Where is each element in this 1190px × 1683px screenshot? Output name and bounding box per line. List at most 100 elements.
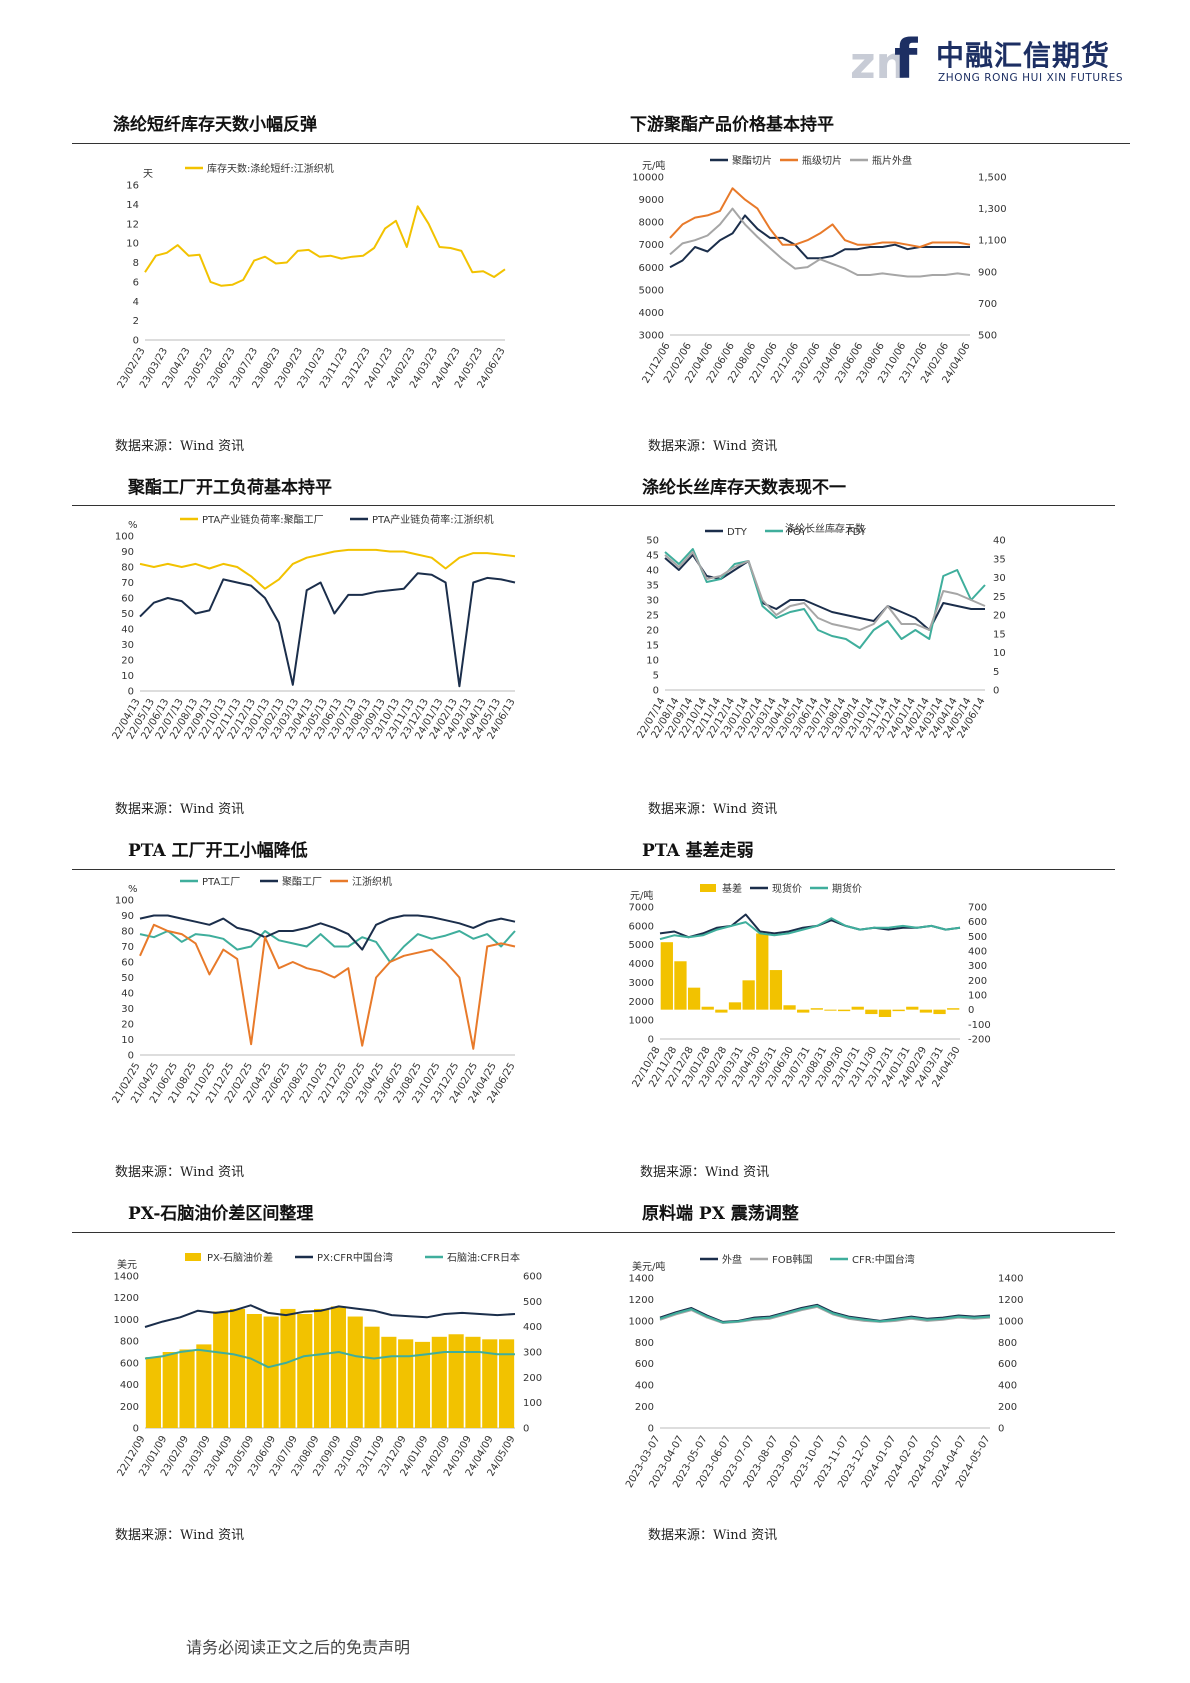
y-tick-label: 0 — [128, 687, 134, 698]
y-tick-label: 40 — [121, 989, 134, 1000]
y-tick-label: 200 — [120, 1402, 139, 1413]
y-tick-label: 0 — [128, 1051, 134, 1062]
bar-mark — [701, 1006, 714, 1010]
y-tick-label: 45 — [646, 551, 659, 562]
y2-tick-label: 100 — [523, 1398, 542, 1409]
section-title-6: PTA 基差走弱 — [642, 841, 754, 861]
y2-tick-label: 400 — [523, 1322, 542, 1333]
y-tick-label: 10000 — [632, 173, 664, 184]
y-tick-label: 400 — [635, 1381, 654, 1392]
bar-mark — [810, 1008, 823, 1010]
legend-label: 瓶片外盘 — [872, 154, 912, 167]
y2-tick-label: 1,100 — [978, 236, 1007, 247]
y-tick-label: 100 — [115, 896, 134, 907]
data-source: 数据来源：Wind 资讯 — [640, 1165, 770, 1180]
series-line — [144, 205, 506, 287]
y-tick-label: 1400 — [629, 1274, 654, 1285]
data-source: 数据来源：Wind 资讯 — [115, 802, 245, 817]
legend-label: PTA工厂 — [202, 877, 240, 888]
y2-tick-label: 200 — [998, 1402, 1017, 1413]
y2-tick-label: 25 — [993, 592, 1006, 603]
y-tick-label: 12 — [126, 219, 139, 230]
data-source: 数据来源：Wind 资讯 — [115, 439, 245, 454]
data-source: 数据来源：Wind 资讯 — [648, 439, 778, 454]
bar-mark — [314, 1308, 330, 1428]
bar-mark — [280, 1308, 296, 1428]
legend-label: CFR:中国台湾 — [852, 1253, 915, 1266]
y-tick-label: 20 — [646, 626, 659, 637]
y2-tick-label: 0 — [993, 686, 999, 697]
y2-tick-label: 700 — [968, 903, 987, 914]
y2-tick-label: 0 — [998, 1424, 1004, 1435]
y-tick-label: 6000 — [629, 921, 654, 932]
y-tick-label: 800 — [120, 1337, 139, 1348]
y2-tick-label: -200 — [968, 1035, 991, 1046]
y-tick-label: 100 — [115, 532, 134, 543]
y-tick-label: 0 — [133, 336, 139, 347]
y-tick-label: 0 — [133, 1424, 139, 1435]
bar-mark — [246, 1314, 262, 1428]
y-tick-label: 14 — [126, 200, 139, 211]
y-tick-label: 8 — [133, 258, 139, 269]
y-tick-label: 5000 — [629, 940, 654, 951]
y2-tick-label: 30 — [993, 573, 1006, 584]
y-unit-label: 天 — [143, 169, 153, 180]
y-tick-label: 40 — [121, 625, 134, 636]
series-line — [144, 1304, 516, 1328]
legend-label: FOB韩国 — [772, 1253, 812, 1266]
y-tick-label: 6 — [133, 277, 139, 288]
y2-tick-label: 100 — [968, 991, 987, 1002]
bar-mark — [381, 1336, 397, 1428]
series-line — [664, 548, 986, 649]
y2-tick-label: 200 — [968, 976, 987, 987]
bar-mark — [797, 1009, 810, 1013]
chart-px-naphtha-spread: 0 200 400 600 800 1000 1200 1400 0 100 200 300 400 50… — [114, 1251, 543, 1478]
logo-text: 中融汇信期货 — [936, 39, 1111, 72]
y-tick-label: 2 — [133, 316, 139, 327]
y-unit-label: % — [128, 520, 138, 531]
y2-tick-label: 15 — [993, 629, 1006, 640]
chart-px-prices: 0 200 400 600 800 1000 1200 1400 0 200 400 600 800 10… — [624, 1253, 1023, 1490]
y2-tick-label: 5 — [993, 667, 999, 678]
svg-text:f: f — [894, 28, 918, 86]
y-tick-label: 1000 — [114, 1315, 139, 1326]
legend-label: 聚酯切片 — [732, 154, 772, 167]
y-tick-label: 200 — [635, 1402, 654, 1413]
bar-mark — [431, 1336, 447, 1428]
bar-mark — [263, 1316, 279, 1428]
y-tick-label: 5000 — [639, 285, 664, 296]
y-tick-label: 35 — [646, 581, 659, 592]
y2-tick-label: 300 — [968, 961, 987, 972]
y-tick-label: 4 — [133, 297, 139, 308]
y-tick-label: 8000 — [639, 218, 664, 229]
y2-tick-label: 800 — [998, 1338, 1017, 1349]
bar-mark — [769, 970, 783, 1010]
bar-mark — [482, 1339, 498, 1428]
series-line — [139, 572, 516, 688]
y2-tick-label: 600 — [968, 917, 987, 928]
bar-mark — [947, 1008, 960, 1010]
legend-label: 库存天数:涤纶短纤:江浙织机 — [207, 162, 334, 175]
y2-tick-label: 40 — [993, 536, 1006, 547]
bar-mark — [851, 1006, 864, 1010]
chart-pta-load: 0102030405060708090100%21/02/2521/04/252… — [111, 875, 518, 1105]
legend-label: DTY — [727, 527, 748, 538]
chart-filament-inventory: 0 5 10 15 20 25 30 35 40 45 50 0 5 10 15 20 25 30 35 40 涤纶长丝… — [636, 522, 1006, 740]
chart-pta-basis: 0 1000 2000 3000 4000 5000 6000 7000 -200 -100 0 10… — [629, 882, 991, 1089]
bar-mark — [742, 980, 755, 1010]
y-tick-label: 7000 — [629, 903, 654, 914]
y-tick-label: 600 — [635, 1359, 654, 1370]
bar-mark — [347, 1316, 363, 1428]
y2-tick-label: 10 — [993, 648, 1006, 659]
company-logo: zn f 中融汇信期货 ZHONG RONG HUI XIN FUTURES — [850, 28, 1130, 88]
y-tick-label: 0 — [653, 686, 659, 697]
bar-mark — [687, 987, 701, 1010]
y-tick-label: 60 — [121, 594, 134, 605]
y-tick-label: 10 — [121, 1035, 134, 1046]
bar-mark — [674, 961, 687, 1010]
bar-mark — [728, 1002, 742, 1010]
y-unit-label: 元/吨 — [642, 159, 665, 172]
bar-mark — [145, 1357, 161, 1428]
y-tick-label: 70 — [121, 578, 134, 589]
bar-mark — [837, 1009, 851, 1012]
